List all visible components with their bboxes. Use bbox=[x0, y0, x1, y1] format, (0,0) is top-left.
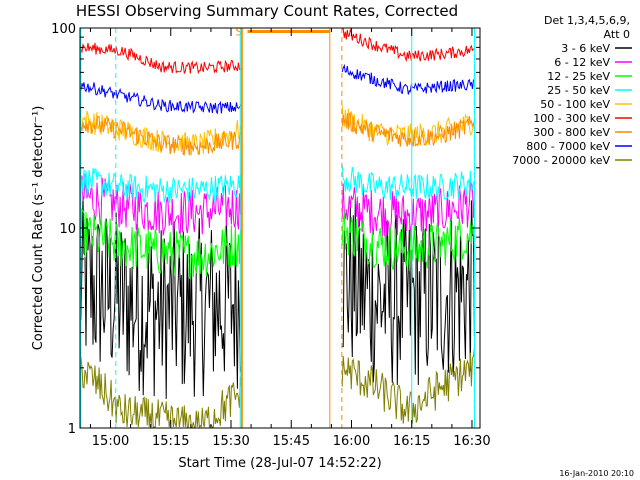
legend-label-1: 6 - 12 keV bbox=[554, 56, 610, 69]
y-tick-label-0: 1 bbox=[68, 422, 76, 437]
x-tick-label-5: 16:15 bbox=[393, 434, 430, 449]
legend-label-0: 3 - 6 keV bbox=[561, 42, 610, 55]
x-tick-label-4: 16:00 bbox=[333, 434, 370, 449]
legend-label-2: 12 - 25 keV bbox=[547, 70, 610, 83]
legend-label-5: 100 - 300 keV bbox=[533, 112, 610, 125]
series-trace-7 bbox=[79, 63, 475, 115]
x-axis-label: Start Time (28-Jul-07 14:52:22) bbox=[178, 456, 381, 471]
series-trace-5 bbox=[79, 28, 475, 75]
series-trace-4 bbox=[79, 104, 475, 156]
chart-title: HESSI Observing Summary Count Rates, Cor… bbox=[76, 2, 458, 20]
legend-label-6: 300 - 800 keV bbox=[533, 126, 610, 139]
legend-label-7: 800 - 7000 keV bbox=[526, 140, 610, 153]
legend-label-3: 25 - 50 keV bbox=[547, 84, 610, 97]
legend-label-8: 7000 - 20000 keV bbox=[512, 154, 610, 167]
legend-header-1: Att 0 bbox=[604, 28, 630, 41]
footer-date: 16-Jan-2010 20:10 bbox=[559, 469, 634, 478]
series-trace-6 bbox=[79, 112, 475, 156]
series-trace-3 bbox=[79, 164, 475, 204]
legend-header-0: Det 1,3,4,5,6,9, bbox=[544, 14, 630, 27]
series-trace-8 bbox=[79, 348, 475, 429]
saa-flag-label: S bbox=[235, 26, 242, 39]
y-tick-label-2: 100 bbox=[51, 22, 76, 37]
x-tick-label-6: 16:30 bbox=[453, 434, 490, 449]
y-tick-label-1: 10 bbox=[59, 222, 76, 237]
y-axis-label: Corrected Count Rate (s⁻¹ detector⁻¹) bbox=[31, 106, 46, 351]
x-tick-label-1: 15:15 bbox=[152, 434, 189, 449]
x-tick-label-0: 15:00 bbox=[92, 434, 129, 449]
series-trace-2 bbox=[79, 208, 475, 280]
x-tick-label-3: 15:45 bbox=[273, 434, 310, 449]
legend-label-4: 50 - 100 keV bbox=[540, 98, 610, 111]
x-tick-label-2: 15:30 bbox=[212, 434, 249, 449]
